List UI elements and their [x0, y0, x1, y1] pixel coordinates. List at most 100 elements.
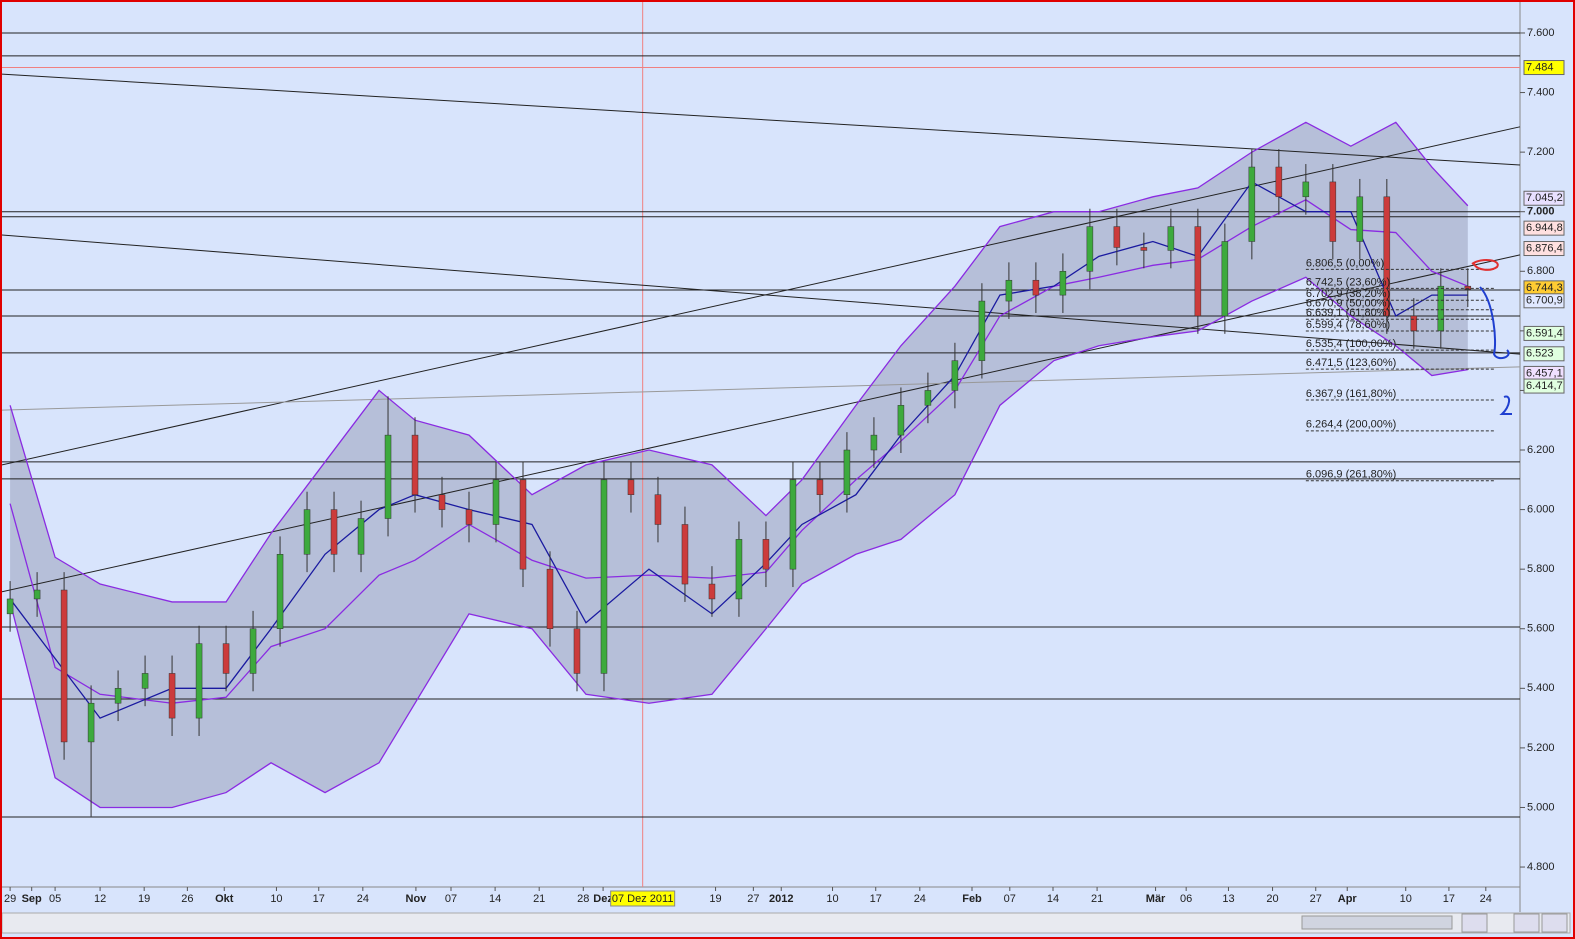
hand-drawing — [1479, 286, 1510, 360]
hand-drawing — [1499, 395, 1512, 415]
price-label: 6.457,1 — [1526, 367, 1563, 379]
x-tick-label: Okt — [215, 893, 234, 905]
candle-body — [1248, 166, 1256, 242]
x-tick-label: 14 — [489, 893, 501, 905]
candle-body — [1275, 166, 1283, 198]
candle-body — [951, 360, 959, 391]
scroll-thumb[interactable] — [1301, 915, 1453, 930]
trend-line — [2, 234, 1521, 355]
x-tick-label: 10 — [270, 893, 282, 905]
x-tick-label: 05 — [49, 893, 61, 905]
zoom-fit-button[interactable] — [1461, 913, 1488, 933]
fib-label: 6.670,9 (50,00%) — [1306, 298, 1390, 310]
candle-body — [762, 539, 770, 570]
x-tick-label: 13 — [1222, 893, 1234, 905]
x-tick-label: Sep — [22, 893, 42, 905]
candle-body — [1167, 226, 1175, 251]
candle-body — [1059, 271, 1067, 296]
y-tick-label: 7.400 — [1527, 86, 1555, 98]
candle-body — [1410, 315, 1418, 332]
trend-line — [2, 73, 1521, 166]
x-tick-label: 24 — [914, 893, 926, 905]
x-tick-label: 19 — [709, 893, 721, 905]
candle-body — [789, 479, 797, 570]
y-tick-label: 6.000 — [1527, 503, 1555, 515]
x-tick-label: Apr — [1338, 893, 1358, 905]
zoom-out-button[interactable] — [1513, 913, 1540, 933]
x-tick-label: Nov — [406, 893, 428, 905]
candle-body — [1302, 181, 1310, 198]
y-tick-label: 6.200 — [1527, 444, 1555, 456]
price-label: 6.414,7 — [1526, 380, 1563, 392]
candle-body — [411, 434, 419, 495]
price-label: 6.523 — [1526, 348, 1554, 360]
band-area — [10, 122, 1468, 808]
candle-body — [141, 673, 149, 689]
x-tick-label: 29 — [4, 893, 16, 905]
hand-drawing — [1471, 259, 1499, 271]
price-label-bg — [1523, 60, 1565, 76]
price-label: 6.876,4 — [1526, 242, 1563, 254]
candle-body — [1005, 279, 1013, 302]
x-tick-label: 14 — [1047, 893, 1059, 905]
candle-body — [33, 589, 41, 600]
x-tick-label: 27 — [747, 893, 759, 905]
candle-body — [519, 479, 527, 570]
price-label-bg — [1523, 346, 1565, 362]
candle-body — [1194, 226, 1202, 317]
candle-body — [276, 554, 284, 629]
price-label: 7.045,2 — [1526, 192, 1563, 204]
x-tick-label: 20 — [1266, 893, 1278, 905]
candle-body — [654, 494, 662, 525]
candle-body — [681, 524, 689, 585]
candle-body — [600, 479, 608, 674]
crosshair-label-bg — [610, 890, 676, 907]
price-label: 6.744,3 — [1526, 282, 1563, 294]
candle-body — [816, 479, 824, 495]
y-tick-label: 5.600 — [1527, 623, 1555, 635]
scrollbar[interactable] — [2, 912, 1571, 934]
x-tick-label: 24 — [357, 893, 369, 905]
candle-body — [60, 589, 68, 743]
candle-body — [1086, 226, 1094, 272]
candle-body — [249, 628, 257, 674]
x-tick-label: 17 — [870, 893, 882, 905]
x-tick-label: 06 — [1180, 893, 1192, 905]
zoom-in-button[interactable] — [1541, 913, 1568, 933]
candle-body — [6, 598, 14, 615]
price-label: 6.591,4 — [1526, 327, 1563, 339]
trend-line — [2, 254, 1521, 593]
candle-body — [1113, 226, 1121, 248]
fib-label: 6.096,9 (261,80%) — [1306, 469, 1397, 481]
x-tick-label: 2012 — [769, 893, 793, 905]
upper-band — [9, 121, 1469, 603]
candle-body — [168, 673, 176, 719]
y-tick-label: 7.600 — [1527, 27, 1555, 39]
x-tick-label: 10 — [826, 893, 838, 905]
price-label-bg — [1523, 190, 1565, 206]
candle-body — [438, 494, 446, 510]
price-label: 6.944,8 — [1526, 222, 1563, 234]
candle-body — [465, 509, 473, 525]
candle-body — [924, 390, 932, 406]
candle-body — [708, 583, 716, 600]
x-tick-label: 17 — [1443, 893, 1455, 905]
y-tick-label: 6.800 — [1527, 265, 1555, 277]
y-tick-label: 7.000 — [1527, 206, 1555, 218]
x-tick-label: 24 — [1480, 893, 1492, 905]
candle-body — [546, 568, 554, 629]
fib-label: 6.806,5 (0,00%) — [1306, 257, 1384, 269]
fib-label: 6.535,4 (100,00%) — [1306, 338, 1397, 350]
candle-body — [1032, 279, 1040, 296]
x-tick-label: 27 — [1310, 893, 1322, 905]
candle-body — [357, 518, 365, 555]
x-tick-label: 21 — [1091, 893, 1103, 905]
candle-body — [573, 628, 581, 674]
candle-body — [87, 702, 95, 743]
y-tick-label: 5.200 — [1527, 742, 1555, 754]
candle-body — [303, 509, 311, 555]
candle-body — [330, 509, 338, 555]
fib-label: 6.639,1 (61,80%) — [1306, 307, 1390, 319]
